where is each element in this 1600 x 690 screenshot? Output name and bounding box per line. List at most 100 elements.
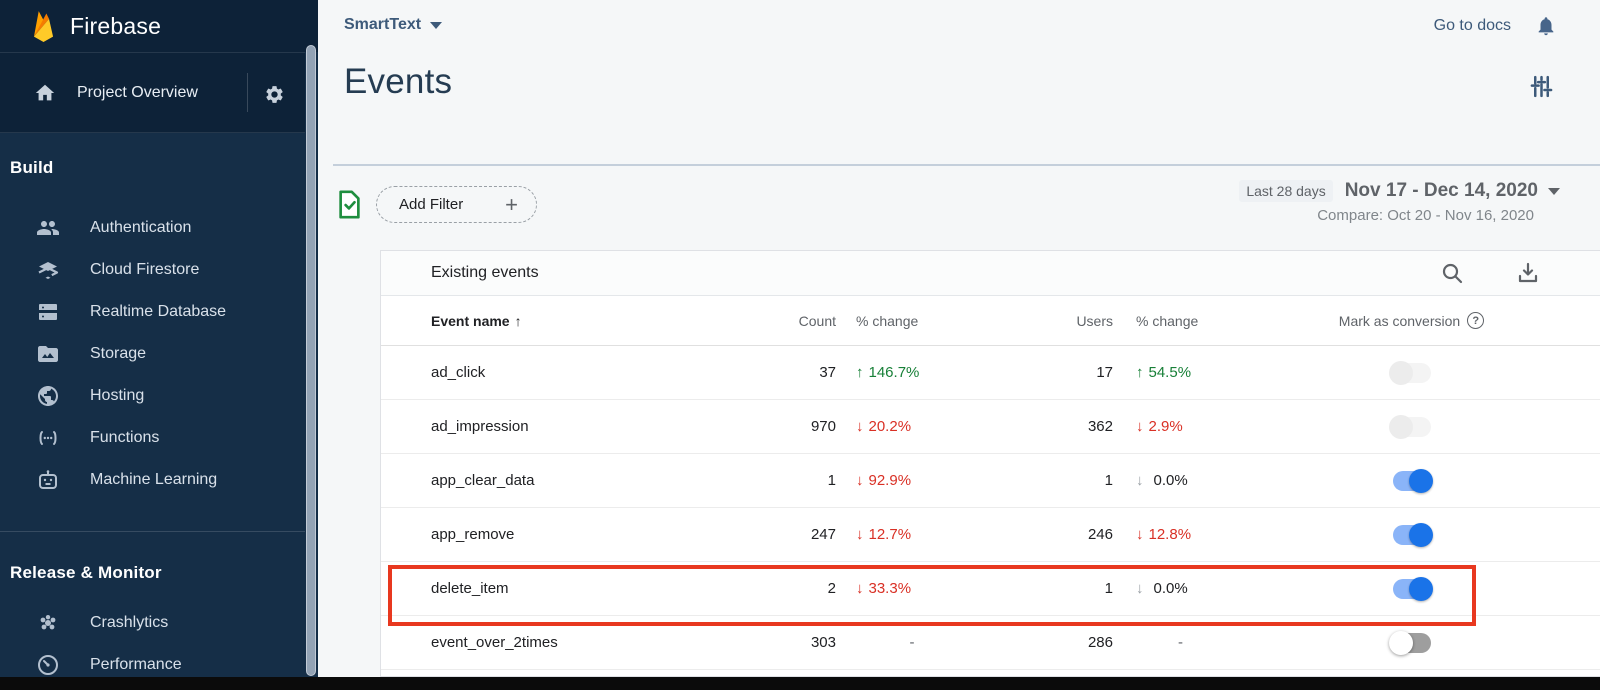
sidebar-item-performance[interactable]: Performance <box>0 644 305 686</box>
page-title: Events <box>344 62 453 101</box>
sidebar-item-project-overview[interactable]: Project Overview <box>0 52 305 133</box>
change-percent: 146.7% <box>868 364 920 381</box>
crashlytics-icon <box>35 611 61 635</box>
change-percent: 0.0% <box>1153 472 1188 489</box>
column-users[interactable]: Users <box>1076 312 1113 329</box>
project-name: SmartText <box>344 16 422 33</box>
date-range-picker: Last 28 days Nov 17 - Dec 14, 2020 Compa… <box>1239 180 1560 224</box>
count-change: ↓ 12.7% <box>836 526 996 543</box>
gear-icon[interactable] <box>264 84 285 105</box>
event-users: 1 <box>1104 580 1113 597</box>
toggle-knob <box>1388 360 1413 385</box>
sidebar-item-hosting[interactable]: Hosting <box>0 375 305 417</box>
column-users-change[interactable]: % change <box>1136 312 1199 329</box>
table-header-row: Event name ↑ Count % change Users % chan… <box>381 296 1600 346</box>
event-count: 303 <box>810 634 836 651</box>
event-count: 247 <box>810 526 836 543</box>
change-percent: 12.7% <box>868 526 912 543</box>
sidebar-item-realtime-database[interactable]: Realtime Database <box>0 291 305 333</box>
count-change: ↓ 20.2% <box>836 418 996 435</box>
date-range-chip: Last 28 days <box>1239 180 1333 202</box>
column-count[interactable]: Count <box>798 312 836 329</box>
change-arrow-icon: ↓ <box>856 418 864 435</box>
conversion-toggle[interactable] <box>1389 522 1435 548</box>
event-count: 37 <box>819 364 836 381</box>
sidebar-item-label: Cloud Firestore <box>90 261 200 278</box>
change-percent: 92.9% <box>868 472 912 489</box>
sidebar-item-machine-learning[interactable]: Machine Learning <box>0 459 305 501</box>
go-to-docs-link[interactable]: Go to docs <box>1433 17 1511 34</box>
change-percent: 0.0% <box>1153 580 1188 597</box>
column-mark-as-conversion: Mark as conversion ? <box>1253 312 1600 329</box>
filter-bar: Add Filter + Last 28 days Nov 17 - Dec 1… <box>318 180 1600 236</box>
table-body: ad_click 37 ↑ 146.7% 17 ↑ 54.5% ad_impre… <box>381 346 1600 670</box>
download-icon[interactable] <box>1516 261 1540 285</box>
event-users: 286 <box>1087 634 1113 651</box>
column-event-name[interactable]: Event name ↑ <box>381 313 786 329</box>
compare-range: Compare: Oct 20 - Nov 16, 2020 <box>1317 207 1534 224</box>
sidebar-item-crashlytics[interactable]: Crashlytics <box>0 602 305 644</box>
firebase-flame-icon <box>30 9 57 43</box>
event-users: 246 <box>1087 526 1113 543</box>
divider <box>0 531 305 532</box>
event-name: ad_impression <box>431 418 529 435</box>
change-arrow-icon: ↑ <box>1136 364 1144 381</box>
sidebar-scrollbar-thumb[interactable] <box>306 45 316 676</box>
table-row[interactable]: ad_impression 970 ↓ 20.2% 362 ↓ 2.9% <box>381 400 1600 454</box>
conversion-toggle[interactable] <box>1388 630 1435 656</box>
conversion-toggle <box>1388 360 1435 386</box>
change-percent: 12.8% <box>1148 526 1192 543</box>
help-icon[interactable]: ? <box>1467 312 1485 329</box>
firebase-brand: Firebase <box>70 12 162 39</box>
sidebar-item-label: Hosting <box>90 387 145 404</box>
add-filter-label: Add Filter <box>399 196 464 213</box>
count-change: ↓ 33.3% <box>836 580 996 597</box>
storage-icon <box>35 342 61 366</box>
change-arrow-icon: ↓ <box>856 526 864 543</box>
divider <box>333 164 1600 166</box>
change-arrow-icon: ↓ <box>856 580 864 597</box>
screenshot-bottom-bar <box>0 677 1600 690</box>
toggle-knob <box>1408 576 1433 601</box>
sidebar-item-authentication[interactable]: Authentication <box>0 207 305 249</box>
section-heading: Release & Monitor <box>10 563 162 582</box>
bell-icon[interactable] <box>1535 14 1557 38</box>
sidebar-item-label: Realtime Database <box>90 303 227 320</box>
add-filter-button[interactable]: Add Filter + <box>376 186 537 223</box>
change-arrow-icon: ↓ <box>1136 580 1144 597</box>
card-title: Existing events <box>431 264 539 281</box>
conversion-toggle[interactable] <box>1389 468 1435 494</box>
users-change: ↓ 0.0% <box>1113 472 1253 489</box>
divider <box>247 73 248 112</box>
conversion-toggle[interactable] <box>1389 576 1435 602</box>
sidebar-item-storage[interactable]: Storage <box>0 333 305 375</box>
sidebar-item-label: Functions <box>90 429 160 446</box>
count-change: ↑ 146.7% <box>836 364 996 381</box>
project-switcher[interactable]: SmartText <box>344 16 443 34</box>
database-icon <box>35 300 61 324</box>
firebase-header[interactable]: Firebase <box>0 0 305 52</box>
toggle-knob <box>1388 630 1413 655</box>
table-row[interactable]: ad_click 37 ↑ 146.7% 17 ↑ 54.5% <box>381 346 1600 400</box>
functions-icon <box>35 426 61 450</box>
project-overview-label: Project Overview <box>77 83 198 101</box>
search-icon[interactable] <box>1440 261 1464 285</box>
sidebar-item-cloud-firestore[interactable]: Cloud Firestore <box>0 249 305 291</box>
sidebar-section-build: Build Authentication Cloud Firestore Rea… <box>0 133 305 501</box>
event-count: 2 <box>827 580 836 597</box>
table-row[interactable]: event_over_2times 303 - 286 - <box>381 616 1600 670</box>
tune-icon[interactable] <box>1529 74 1554 99</box>
table-row[interactable]: app_clear_data 1 ↓ 92.9% 1 ↓ 0.0% <box>381 454 1600 508</box>
data-freshness-icon[interactable] <box>336 189 363 220</box>
change-percent: 2.9% <box>1148 418 1183 435</box>
table-row-highlighted[interactable]: delete_item 2 ↓ 33.3% 1 ↓ 0.0% <box>381 562 1600 616</box>
event-name: event_over_2times <box>431 634 558 651</box>
mark-as-conversion-cell <box>1253 360 1600 386</box>
sidebar-item-functions[interactable]: Functions <box>0 417 305 459</box>
mark-as-conversion-cell <box>1253 576 1600 602</box>
column-count-change[interactable]: % change <box>856 312 919 329</box>
users-change: - <box>1113 634 1253 651</box>
date-range-value[interactable]: Nov 17 - Dec 14, 2020 <box>1345 180 1560 202</box>
table-row[interactable]: app_remove 247 ↓ 12.7% 246 ↓ 12.8% <box>381 508 1600 562</box>
sidebar-item-label: Authentication <box>90 219 192 236</box>
